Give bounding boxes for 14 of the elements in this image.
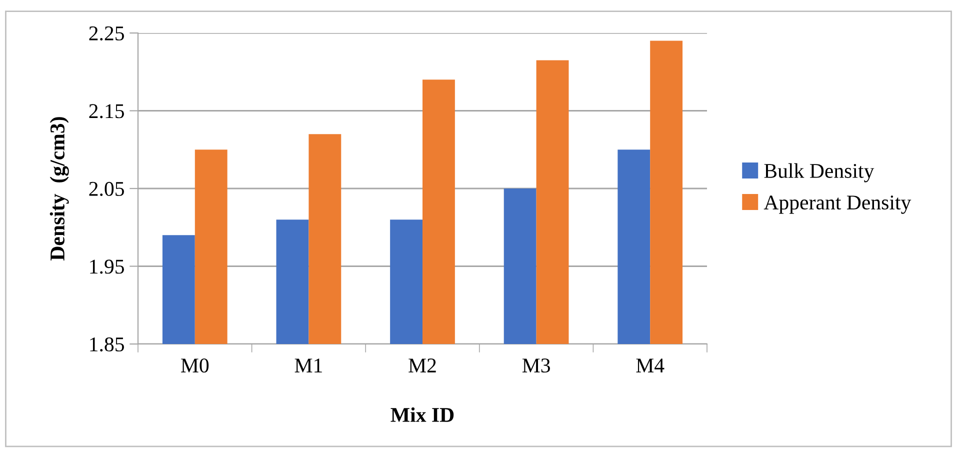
x-tick-label: M3 — [522, 358, 550, 373]
y-tick-label: 2.25 — [89, 26, 124, 41]
x-tick-label: M4 — [636, 358, 664, 372]
x-tick-label: M0 — [181, 358, 209, 373]
x-tick-label: M1 — [294, 358, 322, 372]
y-axis-title: Density (g/cm3) — [50, 117, 69, 260]
y-tick-label: 1.85 — [90, 337, 124, 352]
y-tick-label: 1.95 — [90, 260, 124, 274]
legend-label: Bulk Density — [764, 163, 874, 182]
x-tick-label: M2 — [408, 358, 436, 372]
y-tick-label: 2.05 — [89, 182, 124, 196]
x-axis-title: Mix ID — [390, 407, 454, 422]
y-tick-label: 2.15 — [89, 104, 124, 118]
legend-label: Apperant Density — [764, 196, 912, 214]
